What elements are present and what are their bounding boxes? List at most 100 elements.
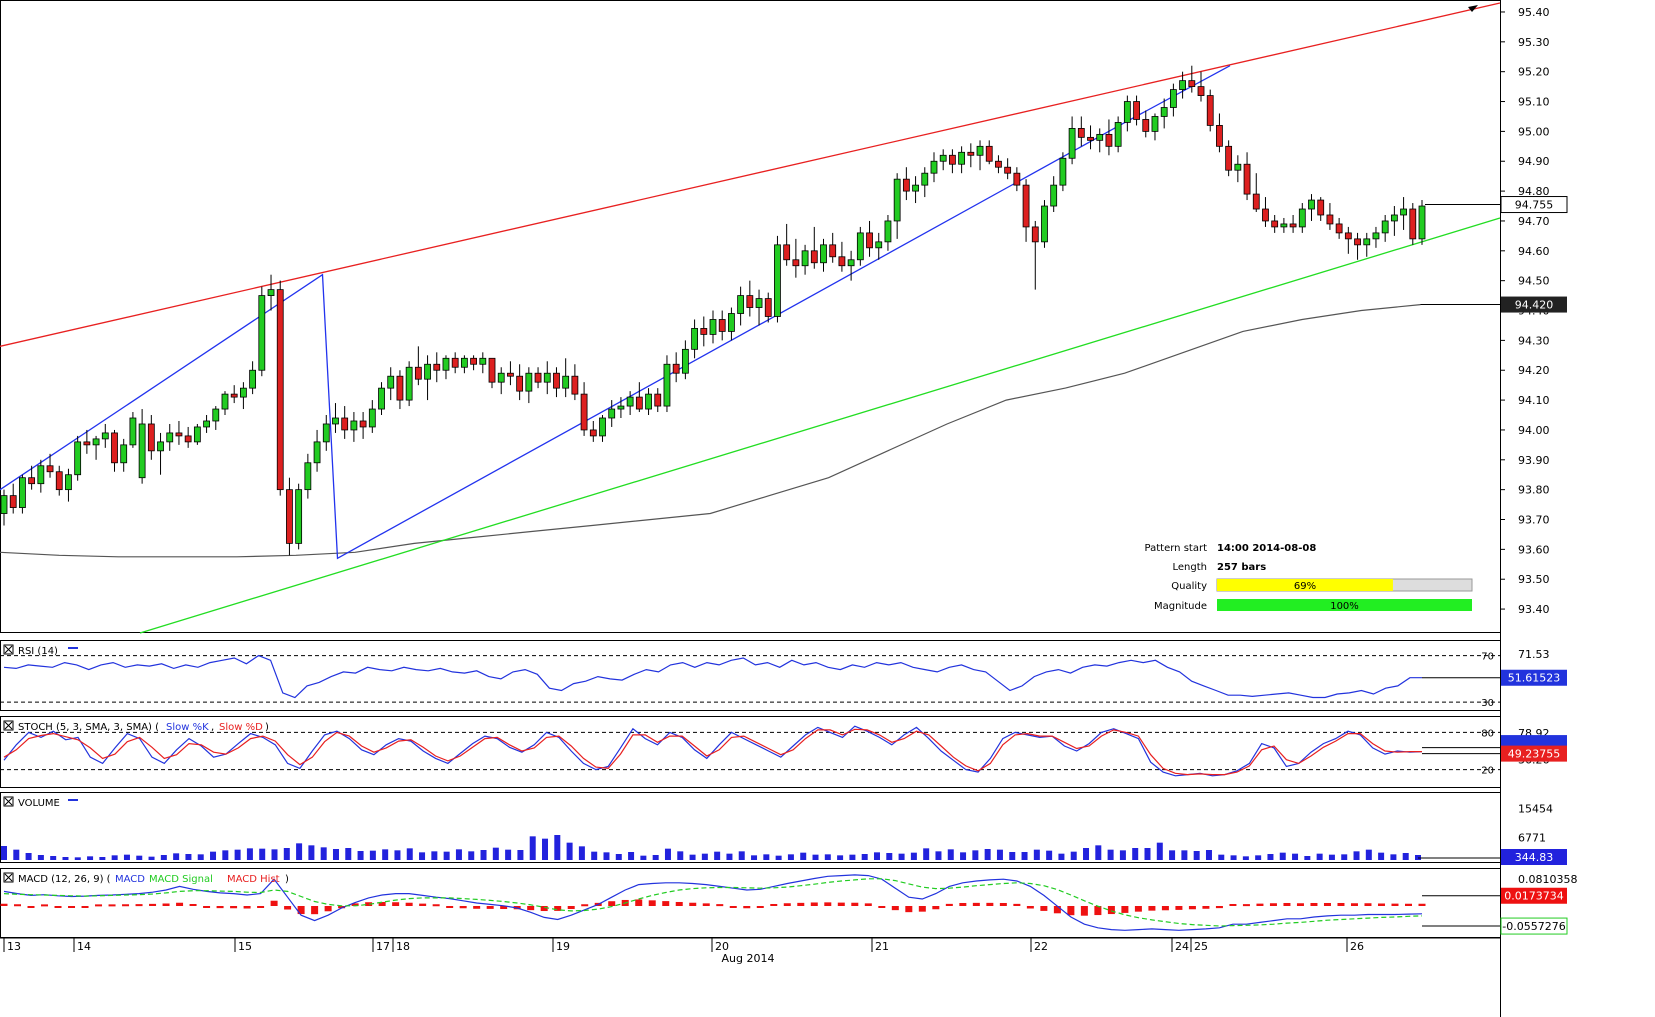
candle-body [258, 295, 266, 371]
stoch-k-current-box [1501, 735, 1567, 748]
candle-body [856, 232, 864, 261]
candle-body [212, 408, 220, 422]
pattern-quality-label: Quality [1171, 581, 1207, 592]
volume-bar [1341, 854, 1348, 860]
candle-body [534, 372, 542, 383]
volume-bar [492, 847, 499, 860]
macd-signal-line [3, 878, 1423, 927]
candle-body [1372, 232, 1380, 240]
volume-bar [1279, 852, 1286, 860]
candle-body [1142, 119, 1150, 132]
macd-current-label: 0.0173734 [1504, 890, 1564, 903]
x-axis: 13 14 15 17 18 19 20 21 22 24 25 26 Aug 2014 [0, 937, 1500, 965]
candle-body [645, 393, 652, 410]
volume-bar [320, 847, 327, 860]
rsi-level-label: 30 [1481, 698, 1494, 709]
candle-body [1344, 232, 1352, 240]
moving-average-line [0, 304, 1421, 558]
price-tick-label: 93.90 [1518, 454, 1550, 467]
macd-hist-bar [41, 904, 49, 907]
candle-body [866, 232, 873, 249]
current-price-label-box [1501, 196, 1567, 213]
candle-body [995, 160, 1002, 168]
volume-bar [923, 848, 930, 860]
macd-hist-bar [162, 903, 170, 906]
macd-hist-bar [743, 906, 751, 909]
x-month-label: Aug 2014 [722, 952, 775, 965]
stoch-panel-title: STOCH (5, 3, SMA, 3, SMA) ( [18, 722, 159, 733]
macd-hist-bar [392, 902, 400, 906]
macd-hist-bar [1404, 903, 1412, 906]
volume-bar [1021, 852, 1028, 860]
volume-bar [800, 852, 807, 860]
volume-bar [406, 848, 413, 860]
volume-bar [960, 852, 967, 860]
macd-hist-bar [365, 902, 373, 906]
macd-hist-bar [230, 906, 238, 909]
candle-body [516, 375, 524, 392]
price-tick-label: 93.40 [1518, 603, 1550, 616]
volume-bar [332, 849, 339, 860]
candle-body [774, 244, 781, 317]
macd-hist-bar [1391, 903, 1399, 906]
volume-bar [283, 848, 290, 860]
macd-legend-signal: MACD Signal [149, 874, 213, 885]
candle-body [157, 441, 164, 452]
price-tick-label: 93.80 [1518, 484, 1550, 497]
candle-body [396, 375, 404, 401]
candle-body [709, 319, 717, 335]
price-tick-label: 93.50 [1518, 573, 1550, 586]
volume-bar [751, 855, 758, 860]
volume-bar [480, 850, 487, 860]
volume-bar [1058, 853, 1065, 860]
macd-hist-bar [1121, 906, 1129, 913]
volume-bar [1267, 854, 1274, 860]
x-tick-label: 14 [77, 940, 91, 953]
candle-body [875, 241, 883, 249]
macd-hist-bar [716, 904, 724, 907]
candle-body [1326, 214, 1334, 225]
macd-hist-bar [1134, 906, 1142, 912]
price-tick-label: 94.60 [1518, 245, 1550, 258]
macd-hist-bar [149, 903, 157, 906]
pattern-zigzag-line [0, 65, 1231, 560]
macd-hist-bar [554, 906, 562, 911]
candle-body [810, 250, 818, 264]
volume-bar [726, 853, 733, 860]
macd-hist-bar [0, 903, 8, 906]
volume-current-label-box [1501, 849, 1567, 865]
volume-bar [271, 849, 278, 860]
candle-body [1298, 208, 1306, 228]
macd-hist-bar [1080, 906, 1088, 916]
candle-body [1216, 125, 1223, 147]
candle-body [341, 417, 349, 431]
volume-bar [701, 853, 708, 860]
candle-body [1197, 86, 1205, 96]
macd-hist-bar [1418, 903, 1426, 906]
macd-panel-close-icon [3, 872, 14, 883]
candle-body [1335, 223, 1343, 234]
stoch-d-line [3, 728, 1422, 776]
macd-hist-bar [459, 906, 467, 909]
macd-hist-bar [837, 902, 845, 906]
volume-panel-close-icon [3, 796, 14, 807]
candle-body [313, 441, 321, 464]
candle-body [589, 429, 597, 437]
macd-hist-bar [203, 906, 211, 908]
candle-body [147, 423, 155, 452]
volume-bar [246, 848, 253, 860]
stoch-panel-close-icon [3, 720, 14, 731]
macd-hist-bar [567, 906, 575, 910]
candle-body [1418, 205, 1426, 240]
macd-hist-bar [932, 906, 940, 910]
macd-hist-bar [1013, 903, 1021, 906]
volume-bar [1119, 850, 1126, 860]
candle-body [681, 348, 689, 374]
support-line [139, 217, 1501, 634]
candle-body [221, 393, 229, 410]
candle-body [847, 259, 855, 267]
candle-body [175, 432, 183, 437]
candle-body [451, 357, 459, 368]
macd-hist-bar [216, 906, 224, 909]
